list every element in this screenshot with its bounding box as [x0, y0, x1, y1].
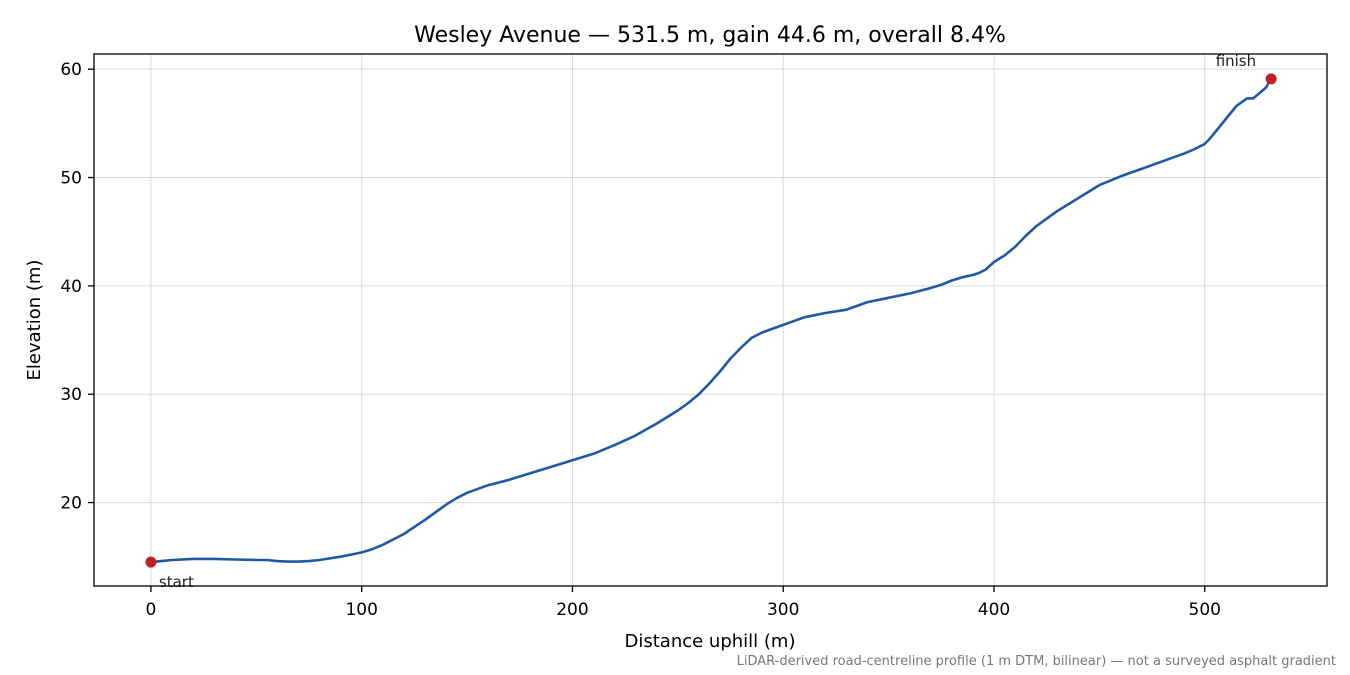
y-tick-label: 60: [60, 60, 82, 80]
x-tick-label: 200: [556, 600, 588, 620]
plot-frame: [93, 53, 1328, 587]
y-tick-label: 20: [60, 494, 82, 514]
x-tick-label: 100: [345, 600, 377, 620]
x-axis-label: Distance uphill (m): [625, 631, 796, 652]
finish-marker: [1265, 73, 1277, 85]
grid-layer: [94, 54, 1327, 586]
elevation-line: [149, 77, 1273, 564]
y-tick-label: 30: [60, 385, 82, 405]
y-tick-label: 40: [60, 277, 82, 297]
x-tick-label: 500: [1189, 600, 1221, 620]
y-tick-label: 50: [60, 169, 82, 189]
chart-title: Wesley Avenue — 531.5 m, gain 44.6 m, ov…: [414, 23, 1006, 48]
tick-layer: 0 100 200 300 400 500 20 30 40 50 60: [60, 60, 1221, 620]
x-tick-label: 400: [978, 600, 1010, 620]
series-layer: start finish: [145, 52, 1277, 591]
y-axis-label: Elevation (m): [24, 260, 45, 381]
x-tick-label: 300: [767, 600, 799, 620]
x-tick-label: 0: [145, 600, 156, 620]
footnote: LiDAR-derived road-centreline profile (1…: [737, 654, 1336, 669]
finish-label: finish: [1216, 52, 1256, 70]
start-label: start: [159, 573, 194, 591]
start-marker: [145, 556, 157, 568]
